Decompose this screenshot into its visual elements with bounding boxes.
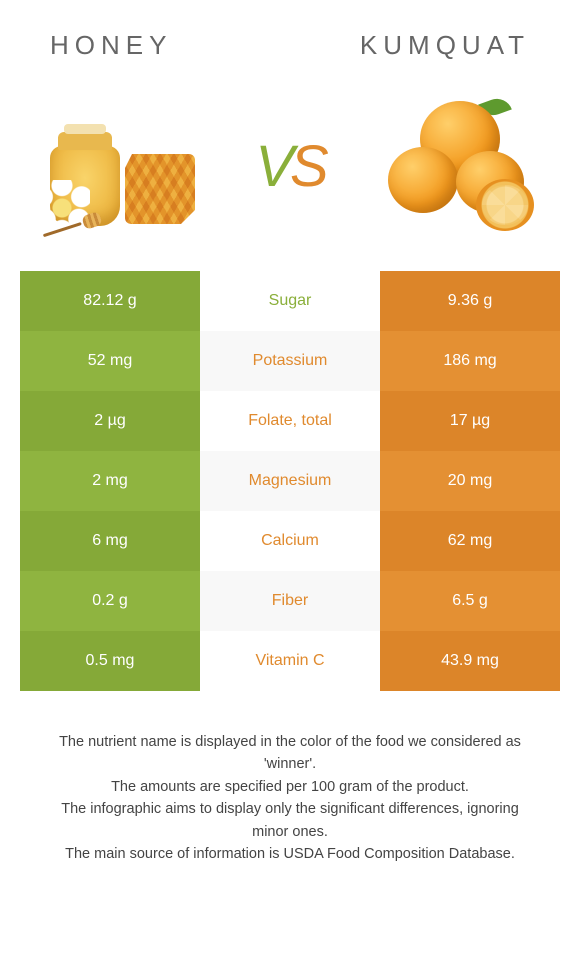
images-row: VS: [20, 91, 560, 271]
table-row: 0.5 mgVitamin C43.9 mg: [20, 631, 560, 691]
table-row: 6 mgCalcium62 mg: [20, 511, 560, 571]
right-value: 186 mg: [380, 331, 560, 391]
right-food-title: Kumquat: [360, 30, 530, 61]
table-row: 2 µgFolate, total17 µg: [20, 391, 560, 451]
title-row: HONEY Kumquat: [20, 20, 560, 91]
kumquat-image: [370, 91, 550, 241]
right-value: 20 mg: [380, 451, 560, 511]
infographic-container: HONEY Kumquat VS 82.12 gSugar9.36 g52 mg…: [0, 0, 580, 866]
kumquat-half-icon: [476, 179, 534, 231]
left-value: 0.2 g: [20, 571, 200, 631]
left-value: 2 mg: [20, 451, 200, 511]
kumquat-icon: [388, 147, 458, 213]
footer-line: The nutrient name is displayed in the co…: [48, 731, 532, 776]
left-value: 6 mg: [20, 511, 200, 571]
vs-label: VS: [255, 133, 324, 200]
right-value: 17 µg: [380, 391, 560, 451]
honeycomb-icon: [125, 154, 195, 224]
right-value: 9.36 g: [380, 271, 560, 331]
left-value: 0.5 mg: [20, 631, 200, 691]
right-value: 62 mg: [380, 511, 560, 571]
left-value: 82.12 g: [20, 271, 200, 331]
table-row: 52 mgPotassium186 mg: [20, 331, 560, 391]
nutrient-name: Potassium: [200, 331, 380, 391]
left-value: 2 µg: [20, 391, 200, 451]
nutrient-table: 82.12 gSugar9.36 g52 mgPotassium186 mg2 …: [20, 271, 560, 691]
right-value: 43.9 mg: [380, 631, 560, 691]
table-row: 82.12 gSugar9.36 g: [20, 271, 560, 331]
nutrient-name: Folate, total: [200, 391, 380, 451]
table-row: 0.2 gFiber6.5 g: [20, 571, 560, 631]
nutrient-name: Vitamin C: [200, 631, 380, 691]
footer-line: The infographic aims to display only the…: [48, 798, 532, 843]
nutrient-name: Magnesium: [200, 451, 380, 511]
footer-line: The main source of information is USDA F…: [48, 843, 532, 865]
left-food-title: HONEY: [50, 30, 172, 61]
footer-notes: The nutrient name is displayed in the co…: [20, 691, 560, 866]
table-row: 2 mgMagnesium20 mg: [20, 451, 560, 511]
nutrient-name: Sugar: [200, 271, 380, 331]
right-value: 6.5 g: [380, 571, 560, 631]
nutrient-name: Fiber: [200, 571, 380, 631]
nutrient-name: Calcium: [200, 511, 380, 571]
left-value: 52 mg: [20, 331, 200, 391]
honey-image: [30, 91, 210, 241]
footer-line: The amounts are specified per 100 gram o…: [48, 776, 532, 798]
